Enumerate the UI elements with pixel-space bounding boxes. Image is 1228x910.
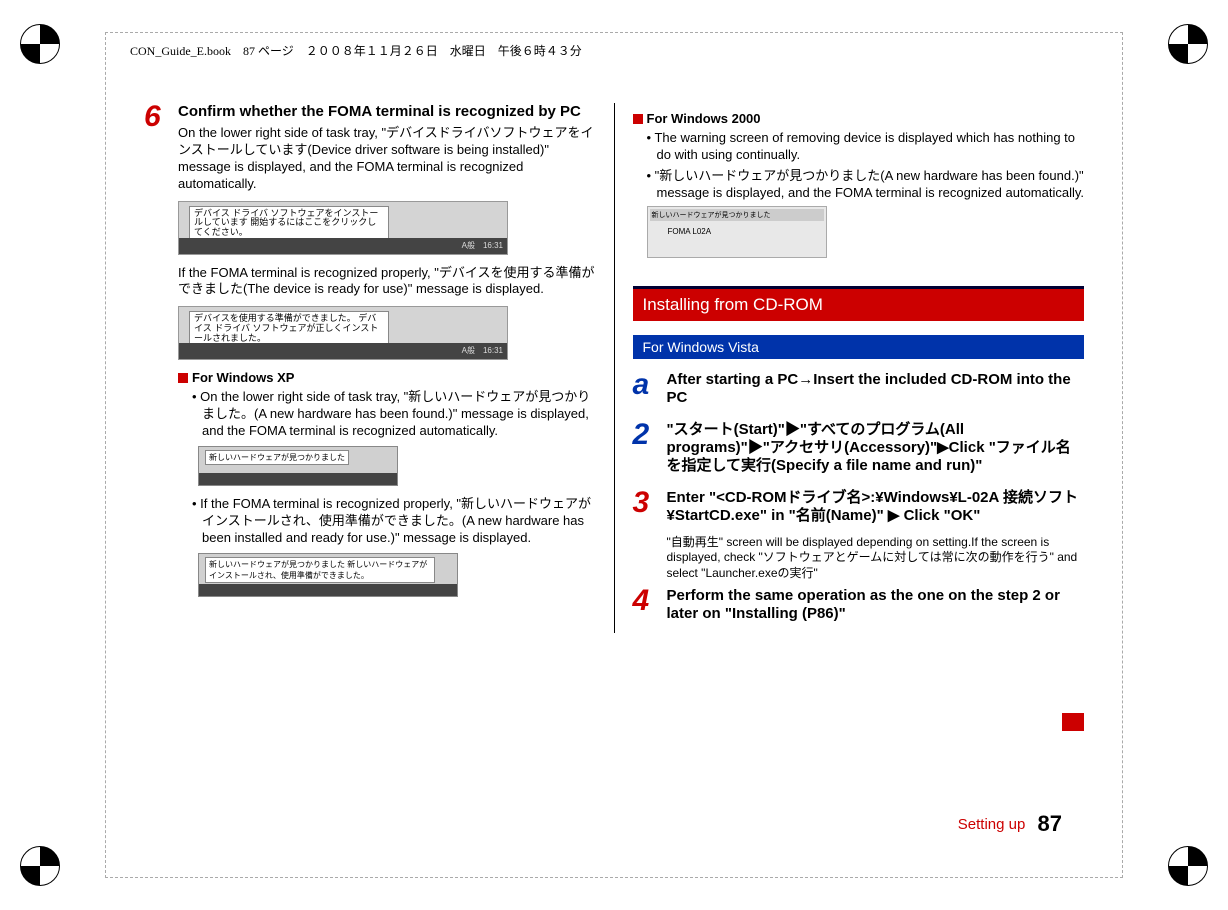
section-heading-install-cdrom: Installing from CD-ROM: [633, 286, 1085, 321]
device-label: FOMA L02A: [668, 227, 824, 236]
step-body: If the FOMA terminal is recognized prope…: [178, 265, 596, 299]
step-title: Perform the same operation as the one on…: [667, 587, 1085, 623]
screenshot-installing-driver: デバイス ドライバ ソフトウェアをインストールしています 開始するにはここをクリ…: [178, 201, 508, 255]
sub-heading-text: For Windows XP: [192, 370, 294, 385]
red-square-icon: [633, 114, 643, 124]
step-title: After starting a PC→Insert the included …: [667, 371, 1085, 407]
step-title: "スタート(Start)"▶"すべてのプログラム(All programs)"▶…: [667, 421, 1085, 475]
tooltip-balloon: 新しいハードウェアが見つかりました: [205, 450, 349, 465]
bullet-text: On the lower right side of task tray, "新…: [192, 389, 596, 440]
step-title: Confirm whether the FOMA terminal is rec…: [178, 103, 596, 121]
step-a: a After starting a PC→Insert the include…: [633, 371, 1085, 411]
column-divider: [614, 103, 615, 633]
screenshot-w2000: 新しいハードウェアが見つかりました FOMA L02A: [647, 206, 827, 258]
dialog-titlebar: 新しいハードウェアが見つかりました: [650, 209, 824, 221]
crop-mark: [1168, 846, 1208, 886]
screenshot-xp-found: 新しいハードウェアが見つかりました: [198, 446, 398, 486]
page-footer: Setting up 87: [958, 811, 1062, 837]
bullet-text: If the FOMA terminal is recognized prope…: [192, 496, 596, 547]
crop-mark: [20, 846, 60, 886]
sub-heading-text: For Windows 2000: [647, 111, 761, 126]
sub-heading-2000: For Windows 2000: [633, 111, 1085, 126]
step-number: 3: [633, 489, 659, 529]
crop-mark: [20, 24, 60, 64]
sub-section-vista: For Windows Vista: [633, 335, 1085, 359]
left-column: 6 Confirm whether the FOMA terminal is r…: [144, 103, 596, 633]
step-body: On the lower right side of task tray, "デ…: [178, 125, 596, 193]
step-number: 2: [633, 421, 659, 479]
footer-page-number: 87: [1038, 811, 1062, 836]
page-content: 6 Confirm whether the FOMA terminal is r…: [105, 32, 1123, 878]
step-6: 6 Confirm whether the FOMA terminal is r…: [144, 103, 596, 193]
tooltip-balloon: デバイスを使用する準備ができました。 デバイス ドライバ ソフトウェアが正しくイ…: [189, 311, 389, 347]
red-square-icon: [178, 373, 188, 383]
screenshot-xp-ready: 新しいハードウェアが見つかりました 新しいハードウェアがインストールされ、使用準…: [198, 553, 458, 597]
tooltip-balloon: デバイス ドライバ ソフトウェアをインストールしています 開始するにはここをクリ…: [189, 206, 389, 242]
step-number: 4: [633, 587, 659, 627]
step-3: 3 Enter "<CD-ROMドライブ名>:¥Windows¥L-02A 接続…: [633, 489, 1085, 529]
step-number: 6: [144, 103, 170, 193]
step-number: a: [633, 371, 659, 411]
footer-section: Setting up: [958, 816, 1026, 833]
bullet-text: The warning screen of removing device is…: [647, 130, 1085, 164]
taskbar: A般 16:31: [179, 238, 507, 254]
right-column: For Windows 2000 The warning screen of r…: [633, 103, 1085, 633]
step-title: Enter "<CD-ROMドライブ名>:¥Windows¥L-02A 接続ソフ…: [667, 489, 1085, 525]
screenshot-device-ready: デバイスを使用する準備ができました。 デバイス ドライバ ソフトウェアが正しくイ…: [178, 306, 508, 360]
tooltip-balloon: 新しいハードウェアが見つかりました 新しいハードウェアがインストールされ、使用準…: [205, 557, 435, 583]
step-2: 2 "スタート(Start)"▶"すべてのプログラム(All programs)…: [633, 421, 1085, 479]
side-tab-marker: [1062, 713, 1084, 731]
sub-heading-xp: For Windows XP: [178, 370, 596, 385]
taskbar: [199, 473, 397, 485]
step-4: 4 Perform the same operation as the one …: [633, 587, 1085, 627]
step-note: "自動再生" screen will be displayed dependin…: [667, 535, 1085, 582]
crop-mark: [1168, 24, 1208, 64]
taskbar: [199, 584, 457, 596]
bullet-text: "新しいハードウェアが見つかりました(A new hardware has be…: [647, 168, 1085, 202]
taskbar: A般 16:31: [179, 343, 507, 359]
